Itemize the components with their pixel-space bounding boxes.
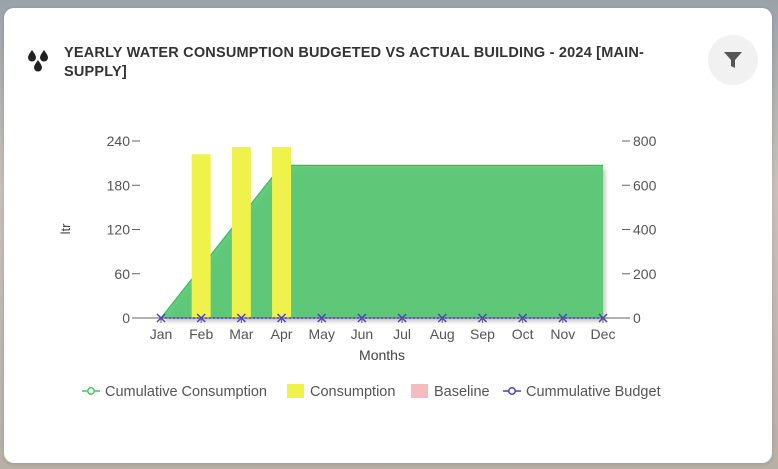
y2-tick-label: 800	[633, 133, 657, 149]
y-tick-label: 240	[107, 133, 131, 149]
legend-consumption-label: Consumption	[310, 384, 395, 400]
bar-consumption-feb	[191, 154, 211, 318]
y-tick-label: 120	[107, 222, 131, 238]
legend-cummulative-budget-swatch	[508, 387, 516, 395]
legend-baseline-label: Baseline	[434, 384, 490, 400]
y2-tick-label: 400	[633, 222, 657, 238]
legend-baseline-swatch	[411, 384, 428, 398]
y2-tick-label: 200	[633, 266, 657, 282]
x-tick-label: Oct	[512, 326, 534, 342]
y2-tick-label: 600	[633, 177, 657, 193]
x-tick-label: Aug	[430, 326, 455, 342]
chart-title: YEARLY WATER CONSUMPTION BUDGETED VS ACT…	[64, 45, 645, 80]
legend-cumulative-consumption-swatch	[87, 387, 95, 395]
y-tick-label: 60	[114, 266, 130, 282]
y-tick-label: 180	[107, 177, 131, 193]
y2-tick-label: 0	[633, 310, 641, 326]
x-tick-label: Dec	[591, 326, 616, 342]
bar-consumption-mar	[231, 146, 251, 318]
x-axis-title: Months	[359, 347, 405, 363]
y-axis-title: ltr	[58, 223, 73, 235]
x-tick-label: Nov	[550, 326, 575, 342]
water-drops-icon	[26, 48, 52, 74]
x-tick-label: Feb	[189, 326, 213, 342]
area-cumulative-consumption	[161, 165, 603, 318]
x-tick-label: May	[309, 326, 335, 342]
x-tick-label: Jun	[351, 326, 374, 342]
x-tick-label: Jan	[150, 326, 173, 342]
filter-button[interactable]	[708, 35, 758, 85]
bar-consumption-apr	[272, 146, 292, 318]
legend-consumption-swatch	[287, 384, 304, 398]
x-tick-label: Mar	[229, 326, 253, 342]
y-tick-label: 0	[122, 310, 130, 326]
legend-cummulative-budget-label: Cummulative Budget	[526, 384, 661, 400]
x-tick-label: Jul	[393, 326, 411, 342]
x-tick-label: Sep	[470, 326, 495, 342]
filter-icon	[724, 52, 742, 68]
x-tick-label: Apr	[271, 326, 293, 342]
legend-cumulative-consumption-label: Cumulative Consumption	[105, 384, 267, 400]
